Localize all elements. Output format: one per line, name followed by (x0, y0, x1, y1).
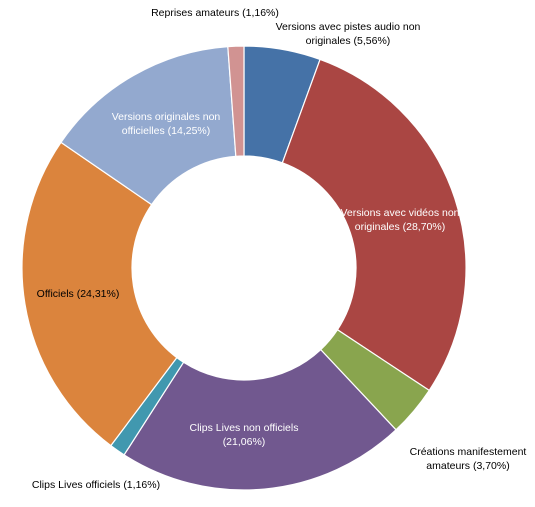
slice-label-4: Clips Lives non officiels (21,06%) (190, 422, 299, 448)
slice-label-4-line-1: Clips Lives non officiels (190, 422, 299, 434)
slice-label-1-line-2: originales (5,56%) (306, 35, 391, 47)
slice-label-7: Versions originales non officielles (14,2… (112, 111, 221, 137)
slice-label-7-line-1: Versions originales non (112, 111, 221, 123)
donut-slice-2 (281, 58, 467, 392)
donut-slice-7 (60, 45, 237, 206)
slice-label-8-line-1: Reprises amateurs (1,16%) (151, 7, 279, 19)
slice-label-6: Officiels (24,31%) (37, 288, 120, 300)
slice-label-3-line-1: Créations manifestement (410, 446, 527, 458)
slice-label-5-line-1: Clips Lives officiels (1,16%) (32, 479, 160, 491)
slice-label-1-line-1: Versions avec pistes audio non (276, 21, 421, 33)
slice-label-3-line-2: amateurs (3,70%) (426, 460, 509, 472)
donut-slice-4 (123, 348, 397, 491)
slice-label-4-line-2: (21,06%) (223, 436, 266, 448)
donut-slice-6 (21, 141, 178, 447)
slice-label-2-line-2: originales (28,70%) (355, 221, 445, 233)
slice-label-8: Reprises amateurs (1,16%) (151, 7, 279, 19)
slice-label-1: Versions avec pistes audio non originales… (276, 21, 421, 47)
slice-label-5: Clips Lives officiels (1,16%) (32, 479, 160, 491)
slice-label-7-line-2: officielles (14,25%) (122, 125, 211, 137)
slice-label-6-line-1: Officiels (24,31%) (37, 288, 120, 300)
donut-slice-8 (227, 45, 245, 157)
slice-label-3: Créations manifestement amateurs (3,70%) (410, 446, 527, 472)
slice-label-2-line-1: Versions avec vidéos non (340, 207, 459, 219)
slice-label-2: Versions avec vidéos non originales (28,7… (340, 207, 459, 233)
